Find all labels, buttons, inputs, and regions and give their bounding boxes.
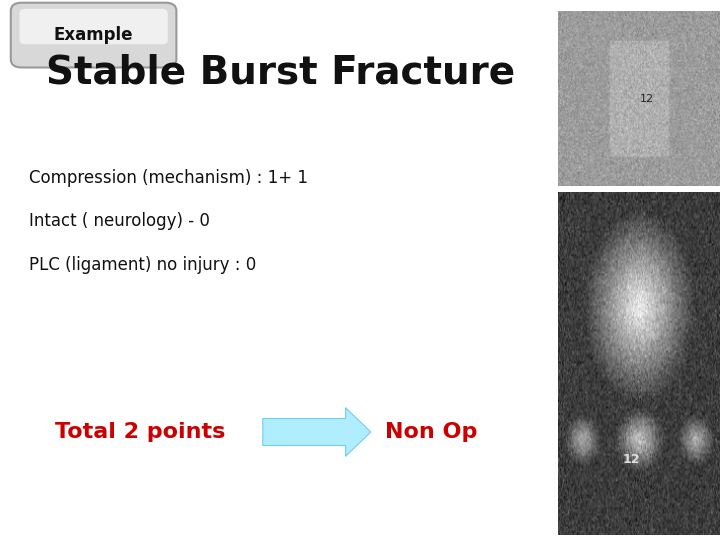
Text: Non Op: Non Op xyxy=(385,422,477,442)
Text: Intact ( neurology) - 0: Intact ( neurology) - 0 xyxy=(29,212,210,231)
Text: Stable Burst Fracture: Stable Burst Fracture xyxy=(46,54,516,92)
Text: 12: 12 xyxy=(622,453,639,465)
FancyBboxPatch shape xyxy=(19,9,168,44)
Text: 12: 12 xyxy=(640,93,654,104)
Text: Total 2 points: Total 2 points xyxy=(55,422,225,442)
FancyBboxPatch shape xyxy=(11,3,176,68)
Text: PLC (ligament) no injury : 0: PLC (ligament) no injury : 0 xyxy=(29,255,256,274)
Text: Example: Example xyxy=(54,26,133,44)
Text: Compression (mechanism) : 1+ 1: Compression (mechanism) : 1+ 1 xyxy=(29,169,308,187)
Polygon shape xyxy=(263,408,371,456)
